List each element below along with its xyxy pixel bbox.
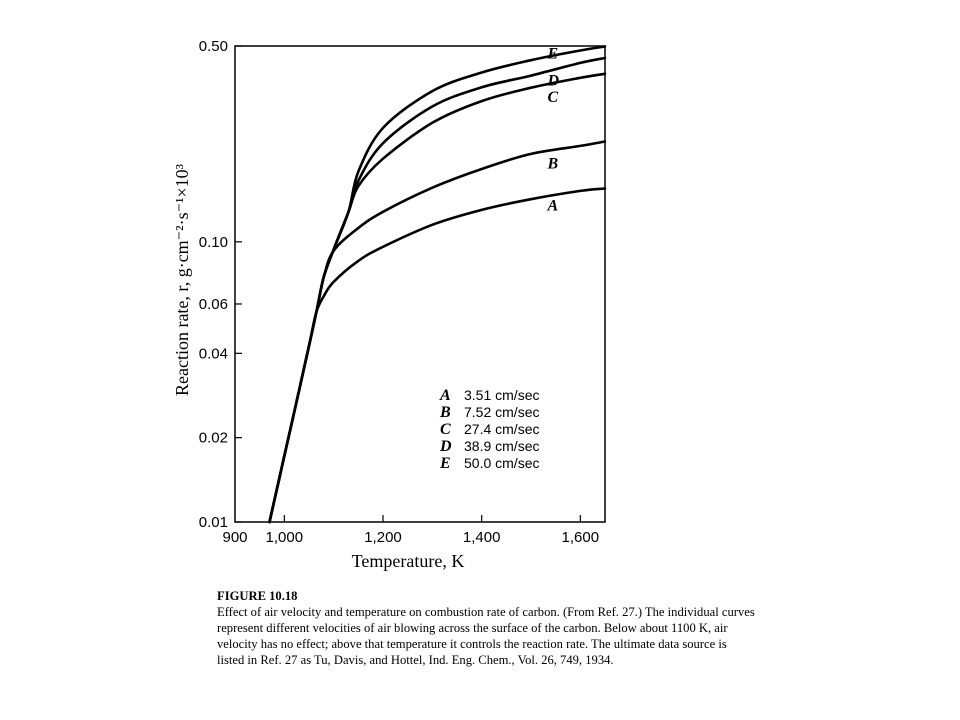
curve-label-e: E xyxy=(546,46,558,63)
y-tick-label: 0.04 xyxy=(199,345,228,362)
y-tick-label: 0.50 xyxy=(199,38,228,55)
legend-value-a: 3.51 cm/sec xyxy=(464,387,539,403)
legend-value-e: 50.0 cm/sec xyxy=(464,455,539,471)
curve-label-d: D xyxy=(546,73,559,90)
y-tick-label: 0.02 xyxy=(199,430,228,447)
legend-key-a: A xyxy=(439,387,451,404)
curve-label-a: A xyxy=(546,198,558,215)
series-line-a xyxy=(268,187,607,524)
y-tick-label: 0.01 xyxy=(199,514,228,531)
y-axis-ticks: 0.01 0.02 0.04 0.06 0.10 0.50 xyxy=(199,38,242,531)
x-axis-ticks: 900 1,000 1,200 1,400 1,600 xyxy=(222,515,599,546)
y-tick-label: 0.10 xyxy=(199,234,228,251)
curve-label-c: C xyxy=(547,89,558,106)
curve-label-b: B xyxy=(546,156,558,173)
caption-text: Effect of air velocity and temperature o… xyxy=(217,605,755,667)
x-tick-label: 1,000 xyxy=(266,529,304,546)
series-lines xyxy=(268,45,607,524)
x-axis-title: Temperature, K xyxy=(352,551,465,571)
x-tick-label: 1,200 xyxy=(364,529,402,546)
legend-key-e: E xyxy=(439,455,451,472)
plot-frame xyxy=(234,45,606,523)
legend-key-b: B xyxy=(439,404,451,421)
legend: A 3.51 cm/sec B 7.52 cm/sec C 27.4 cm/sec D 38.… xyxy=(439,387,539,472)
series-line-e xyxy=(268,45,607,524)
figure-caption: FIGURE 10.18 Effect of air velocity and … xyxy=(217,588,757,668)
x-tick-label: 1,400 xyxy=(463,529,501,546)
legend-value-d: 38.9 cm/sec xyxy=(464,438,539,454)
curve-labels: A B CDE xyxy=(546,46,559,215)
legend-value-b: 7.52 cm/sec xyxy=(464,404,539,420)
legend-key-d: D xyxy=(439,438,452,455)
legend-key-c: C xyxy=(440,421,451,438)
y-axis-title: Reaction rate, r, g·cm⁻²·s⁻¹×10³ xyxy=(172,163,192,396)
x-tick-label: 900 xyxy=(222,529,247,546)
legend-value-c: 27.4 cm/sec xyxy=(464,421,539,437)
x-tick-label: 1,600 xyxy=(562,529,600,546)
y-tick-label: 0.06 xyxy=(199,296,228,313)
caption-title: FIGURE 10.18 xyxy=(217,589,298,603)
